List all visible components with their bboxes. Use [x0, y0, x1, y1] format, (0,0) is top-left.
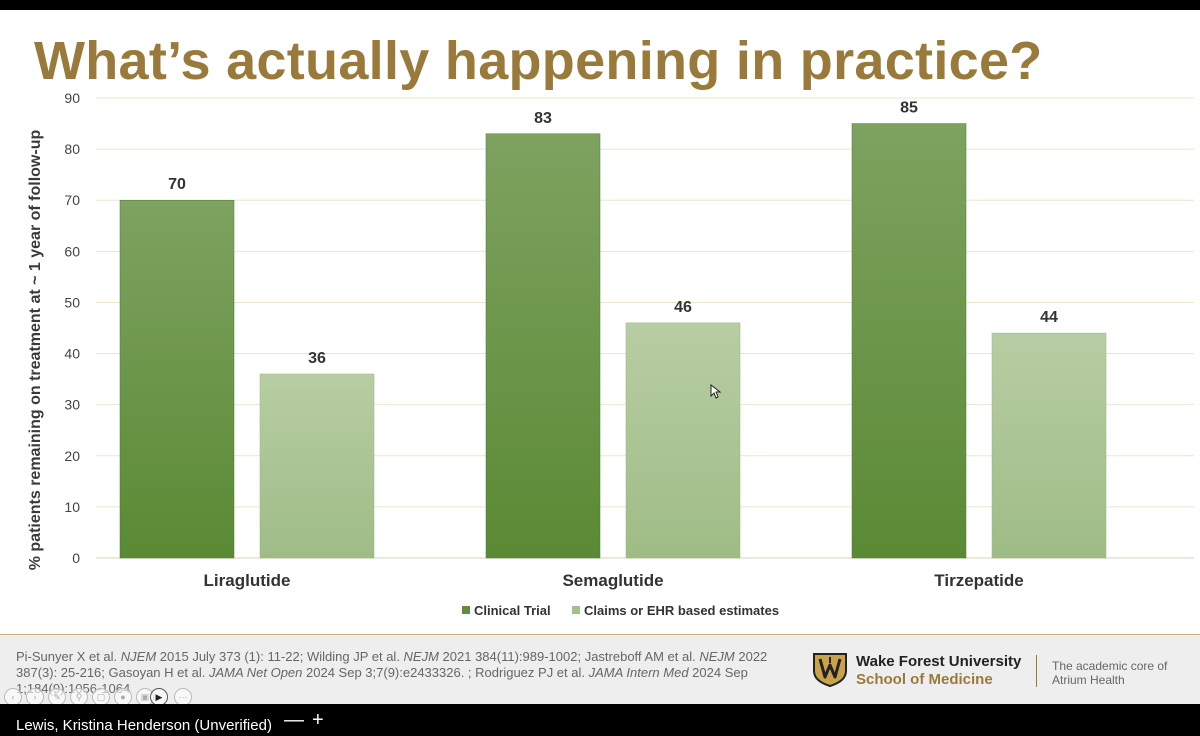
reference-journal: JAMA Intern Med — [588, 665, 689, 680]
references: Pi-Sunyer X et al. NJEM 2015 July 373 (1… — [16, 649, 786, 697]
reference-text: Pi-Sunyer X et al. — [16, 649, 121, 664]
pen-icon[interactable]: ✎ — [48, 688, 66, 704]
reference-text: 2015 July 373 (1): 11-22; Wilding JP et … — [156, 649, 404, 664]
laser-icon[interactable]: ● — [114, 688, 132, 704]
more-options-icon[interactable]: ··· — [174, 688, 192, 704]
reference-text: 2021 384(11):989-1002; Jastreboff AM et … — [438, 649, 700, 664]
reference-text: 2024 Sep 3;7(9):e2433326. ; Rodriguez PJ… — [302, 665, 589, 680]
x-tick-label: Tirzepatide — [934, 571, 1023, 590]
subtitles-icon[interactable]: ▢ — [92, 688, 110, 704]
data-label: 83 — [534, 110, 552, 127]
y-tick-label: 70 — [64, 192, 80, 208]
legend-label: Clinical Trial — [474, 603, 551, 618]
participant-name: Lewis, Kristina Henderson (Unverified) — [16, 717, 272, 734]
y-tick-label: 20 — [64, 448, 80, 464]
y-tick-label: 40 — [64, 346, 80, 362]
institution-tagline: The academic core of Atrium Health — [1052, 659, 1168, 687]
slide: What’s actually happening in practice? 0… — [0, 10, 1200, 704]
data-label: 36 — [308, 350, 326, 367]
bar-chart: 0 10 20 30 40 50 60 70 80 90 70 36 Liraglutide 83 46 Se… — [64, 90, 1194, 618]
y-tick-label: 50 — [64, 294, 80, 310]
slide-title: What’s actually happening in practice? — [34, 31, 1043, 91]
bar — [119, 199, 235, 559]
plus-icon[interactable]: + — [312, 709, 324, 731]
school-name: School of Medicine — [856, 671, 993, 688]
bar — [851, 123, 967, 559]
legend-label: Claims or EHR based estimates — [584, 603, 779, 618]
legend-swatch — [572, 606, 580, 614]
bar — [485, 133, 601, 559]
zoom-icon[interactable]: ⚲ — [70, 688, 88, 704]
reference-journal: NEJM — [699, 649, 735, 664]
y-tick-label: 10 — [64, 499, 80, 515]
reference-journal: NEJM — [403, 649, 439, 664]
reference-text: 2022 387(3): 25-216; Gasoyan H et al. — [16, 649, 768, 680]
bar — [625, 322, 741, 559]
minus-icon[interactable]: — — [284, 709, 304, 731]
data-label: 70 — [168, 176, 186, 193]
next-slide-icon[interactable]: › — [26, 688, 44, 704]
data-label: 85 — [900, 100, 918, 117]
mouse-pointer-icon — [710, 384, 722, 399]
y-tick-label: 90 — [64, 90, 80, 106]
institution-name: Wake Forest University — [856, 653, 1022, 670]
reference-journal: NJEM — [120, 649, 157, 664]
x-tick-label: Liraglutide — [204, 571, 291, 590]
bar — [991, 332, 1107, 559]
legend-swatch — [462, 606, 470, 614]
wake-forest-shield-logo — [813, 653, 847, 687]
x-tick-label: Semaglutide — [562, 571, 663, 590]
data-label: 46 — [674, 299, 692, 316]
y-axis-label: % patients remaining on treatment at ~ 1… — [27, 129, 44, 571]
y-tick-label: 60 — [64, 243, 80, 259]
reference-journal: JAMA Net Open — [208, 665, 303, 680]
y-tick-label: 30 — [64, 397, 80, 413]
data-label: 44 — [1040, 309, 1058, 326]
previous-slide-icon[interactable]: ‹ — [4, 688, 22, 704]
bar — [259, 373, 375, 559]
footer-divider — [1036, 655, 1037, 687]
call-participant-bar: Lewis, Kristina Henderson (Unverified) —… — [0, 704, 1200, 736]
video-camera-icon[interactable]: ▶ — [150, 688, 168, 704]
y-tick-label: 80 — [64, 141, 80, 157]
y-tick-label: 0 — [72, 550, 80, 566]
